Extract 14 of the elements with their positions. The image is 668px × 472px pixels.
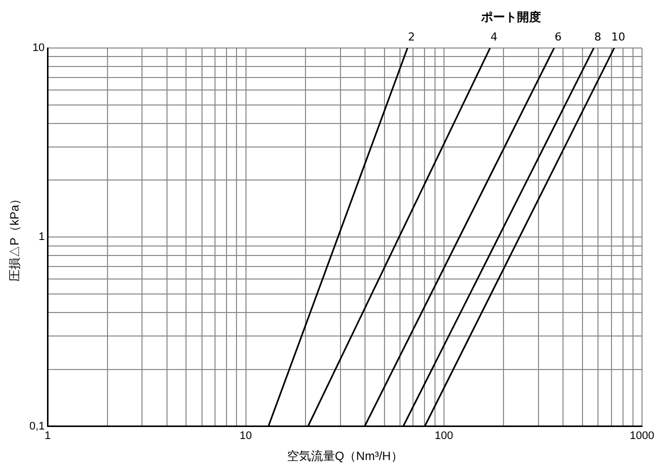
series-label: 6 bbox=[554, 30, 562, 44]
legend-title: ポート開度 bbox=[480, 10, 541, 24]
y-tick-label: 1 bbox=[38, 231, 45, 244]
series-label: 4 bbox=[490, 30, 498, 44]
x-axis-title: 空気流量Q（Nm³/H） bbox=[286, 449, 403, 464]
y-tick-label: 0,1 bbox=[29, 420, 45, 432]
y-axis-title: 圧損△P（kPa） bbox=[8, 192, 22, 282]
x-tick-label: 1000 bbox=[630, 430, 654, 442]
series-label: 10 bbox=[611, 30, 626, 44]
x-tick-label: 10 bbox=[240, 430, 252, 442]
series-label: 8 bbox=[594, 30, 602, 44]
y-tick-label: 10 bbox=[32, 42, 45, 54]
x-tick-label: 100 bbox=[434, 430, 454, 442]
series-label: 2 bbox=[408, 30, 415, 44]
